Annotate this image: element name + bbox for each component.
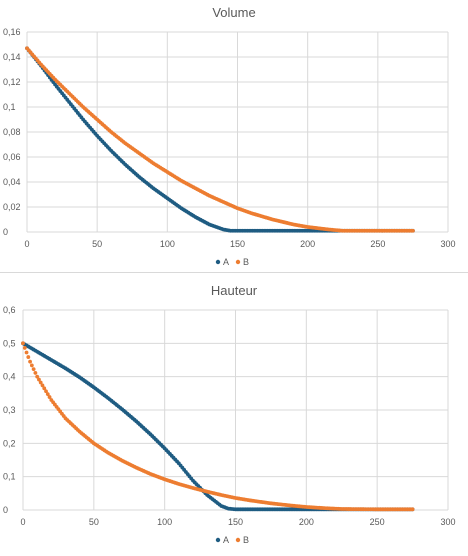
x-tick-label: 100 — [157, 517, 172, 527]
series-B — [21, 341, 415, 512]
series-A — [21, 341, 415, 512]
x-tick-label: 300 — [440, 517, 455, 527]
legend-label: A — [223, 257, 229, 267]
data-point — [24, 350, 29, 355]
y-tick-label: 0,02 — [3, 202, 21, 212]
data-point — [26, 355, 31, 359]
data-point — [29, 363, 34, 368]
volume-chart: Volume 0 0,02 0,04 0,06 0,08 0,1 0,12 0,14 0,16 0… — [0, 0, 468, 272]
volume-plot: 0 0,02 0,04 0,06 0,08 0,1 0,12 0,14 0,16 0 50 100 15… — [3, 27, 456, 267]
data-point — [45, 392, 50, 397]
x-tick-label: 100 — [160, 239, 175, 249]
series-B — [25, 46, 415, 233]
data-point — [47, 395, 52, 399]
x-tick-label: 0 — [24, 239, 29, 249]
x-tick-label: 200 — [299, 517, 314, 527]
data-point — [28, 359, 32, 364]
y-tick-label: 0 — [3, 505, 8, 515]
y-tick-label: 0,16 — [3, 27, 21, 37]
data-point — [31, 367, 36, 372]
chart-title: Hauteur — [210, 283, 258, 298]
y-tick-label: 0,14 — [3, 52, 21, 62]
y-tick-label: 0,08 — [3, 127, 21, 137]
x-tick-label: 50 — [92, 239, 102, 249]
y-tick-label: 0,1 — [3, 102, 16, 112]
y-tick-label: 0,6 — [3, 305, 16, 315]
x-tick-label: 150 — [230, 239, 245, 249]
data-point — [33, 371, 38, 375]
legend-label: A — [223, 535, 229, 545]
y-tick-label: 0,4 — [3, 372, 16, 382]
hauteur-chart: Hauteur 0 0,1 0,2 0,3 0,4 0,5 0,6 0 50 100 150 200 2… — [0, 278, 468, 556]
y-tick-label: 0,04 — [3, 177, 21, 187]
legend-marker — [215, 259, 221, 265]
data-point — [411, 228, 415, 233]
x-tick-label: 50 — [89, 517, 99, 527]
y-tick-label: 0,1 — [3, 472, 16, 482]
data-point — [35, 374, 40, 379]
data-point — [22, 346, 27, 350]
chart-title: Volume — [212, 5, 256, 20]
legend-marker — [235, 259, 241, 265]
legend-marker — [215, 537, 221, 543]
data-point — [38, 380, 43, 385]
x-tick-label: 150 — [228, 517, 243, 527]
data-point — [42, 386, 47, 391]
data-point — [21, 341, 25, 346]
x-tick-label: 0 — [20, 517, 25, 527]
y-tick-label: 0 — [3, 227, 8, 237]
y-tick-label: 0,2 — [3, 438, 16, 448]
legend-marker — [235, 537, 241, 543]
x-tick-label: 250 — [370, 517, 385, 527]
x-tick-label: 200 — [300, 239, 315, 249]
legend-label: B — [243, 257, 249, 267]
chart-divider — [0, 272, 468, 273]
y-tick-label: 0,12 — [3, 77, 21, 87]
y-tick-label: 0,06 — [3, 152, 21, 162]
data-point — [44, 389, 48, 394]
legend-label: B — [243, 535, 249, 545]
data-point — [40, 383, 45, 388]
x-tick-label: 250 — [370, 239, 385, 249]
data-point — [410, 507, 415, 512]
data-point — [37, 377, 41, 382]
y-tick-label: 0,5 — [3, 338, 16, 348]
series-A — [25, 46, 415, 233]
y-tick-label: 0,3 — [3, 405, 16, 415]
x-tick-label: 300 — [440, 239, 455, 249]
